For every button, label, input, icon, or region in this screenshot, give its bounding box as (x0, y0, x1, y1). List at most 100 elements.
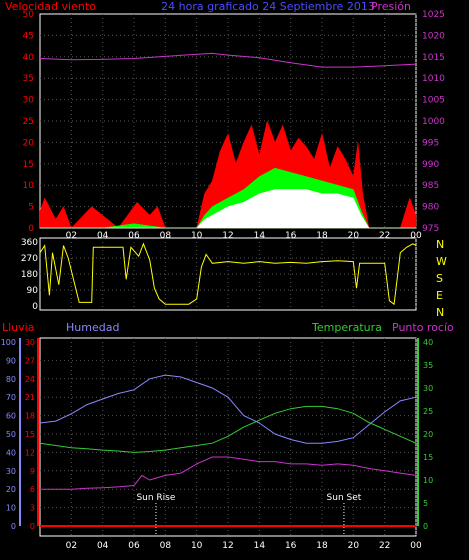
humidity-tick-label: 100 (1, 338, 16, 347)
legend-humidity: Humedad (66, 321, 119, 334)
humidity-tick-label: 20 (6, 485, 16, 494)
time-tick-label: 04 (97, 541, 109, 551)
humidity-tick-label: 80 (6, 375, 16, 384)
rain-tick-label: 21 (25, 393, 35, 402)
temperature-tick-label: 0 (423, 522, 428, 531)
time-tick-label: 02 (66, 231, 77, 241)
time-tick-label: 16 (285, 231, 297, 241)
bottom-time-ticks: 02 04 06 08 10 12 14 16 18 20 22 00 (66, 541, 422, 551)
temperature-tick-label: 5 (423, 499, 428, 508)
time-tick-label: 22 (379, 541, 390, 551)
temperature-tick-label: 35 (423, 361, 433, 370)
wind-tick-label: 30 (23, 96, 35, 106)
pressure-tick-label: 1000 (422, 117, 445, 127)
pressure-tick-label: 1005 (422, 96, 445, 106)
rain-ticks: 0 3 6 9 12 15 18 21 24 27 30 (25, 338, 35, 531)
time-tick-label: 14 (254, 231, 266, 241)
pressure-tick-label: 990 (422, 160, 439, 170)
time-tick-label: 16 (285, 541, 297, 551)
pressure-tick-label: 980 (422, 203, 439, 213)
direction-tick-label: 270 (21, 254, 38, 264)
dewpoint-line (40, 456, 417, 490)
rain-tick-label: 24 (25, 375, 35, 384)
pressure-tick-label: 995 (422, 138, 439, 148)
wind-tick-label: 45 (23, 31, 34, 41)
compass-tick-label: E (436, 289, 443, 302)
sun-marker-label: Sun Rise (136, 493, 175, 503)
compass-tick-label: S (436, 272, 443, 285)
humidity-tick-label: 0 (11, 522, 16, 531)
rain-tick-label: 27 (25, 356, 35, 365)
average-series (40, 189, 416, 229)
humidity-line (39, 374, 417, 444)
wind-axis-label: Velocidad viento (5, 0, 96, 13)
time-tick-label: 04 (97, 231, 109, 241)
pressure-ticks: 975 980 985 990 995 1000 1005 1010 1015 1020 1025 (422, 10, 445, 234)
direction-tick-label: 180 (21, 270, 38, 280)
time-tick-label: 18 (316, 231, 328, 241)
wind-tick-label: 40 (23, 53, 35, 63)
humidity-tick-label: 70 (6, 393, 16, 402)
wind-tick-label: 15 (23, 160, 34, 170)
top-time-ticks: 02 04 06 08 10 12 14 16 18 20 22 00 (66, 231, 422, 241)
pressure-tick-label: 975 (422, 224, 439, 234)
rain-tick-label: 3 (30, 504, 35, 513)
compass-tick-label: N (436, 306, 444, 319)
time-tick-label: 12 (222, 231, 233, 241)
time-tick-label: 14 (254, 541, 266, 551)
temperature-tick-label: 15 (423, 453, 433, 462)
time-tick-label: 00 (410, 541, 422, 551)
sun-marker-label: Sun Set (327, 493, 362, 503)
time-tick-label: 22 (379, 231, 390, 241)
compass-tick-label: N (436, 238, 444, 251)
humidity-tick-label: 30 (6, 467, 16, 476)
temperature-tick-label: 20 (423, 430, 433, 439)
time-tick-label: 20 (348, 231, 360, 241)
time-tick-label: 00 (410, 231, 422, 241)
humidity-tick-label: 90 (6, 356, 16, 365)
time-tick-label: 12 (222, 541, 233, 551)
direction-series (39, 242, 417, 306)
rain-tick-label: 18 (25, 412, 35, 421)
rain-tick-label: 30 (25, 338, 35, 347)
time-tick-label: 06 (128, 541, 140, 551)
time-tick-label: 02 (66, 541, 77, 551)
wind-pressure-series (39, 52, 417, 229)
wind-speed-ticks: 0 5 10 15 20 25 30 35 40 45 50 (23, 10, 35, 234)
temperature-line (39, 405, 417, 453)
wind-tick-label: 0 (28, 224, 34, 234)
humidity-tick-label: 40 (6, 448, 16, 457)
wind-tick-label: 20 (23, 138, 35, 148)
legend-rain: Lluvia (2, 321, 34, 334)
pressure-tick-label: 1020 (422, 31, 445, 41)
rain-tick-label: 6 (30, 485, 35, 494)
temperature-ticks: 0 5 10 15 20 25 30 35 40 (423, 338, 433, 531)
direction-degree-ticks: 0 90 180 270 360 (21, 238, 38, 312)
time-tick-label: 18 (316, 541, 328, 551)
pressure-tick-label: 1025 (422, 10, 445, 20)
wind-tick-label: 5 (28, 203, 34, 213)
wind-tick-label: 10 (23, 181, 35, 191)
temperature-tick-label: 10 (423, 476, 433, 485)
direction-tick-label: 0 (32, 302, 38, 312)
direction-tick-label: 90 (27, 286, 39, 296)
time-tick-label: 06 (128, 231, 140, 241)
humidity-tick-label: 10 (6, 504, 16, 513)
rain-tick-label: 0 (30, 522, 35, 531)
compass-tick-label: W (436, 255, 447, 268)
rain-tick-label: 12 (25, 448, 35, 457)
temperature-tick-label: 30 (423, 384, 433, 393)
wind-tick-label: 35 (23, 74, 34, 84)
pressure-tick-label: 1010 (422, 74, 445, 84)
time-tick-label: 20 (348, 541, 360, 551)
temperature-tick-label: 40 (423, 338, 433, 347)
time-tick-label: 10 (191, 541, 203, 551)
temperature-tick-label: 25 (423, 407, 433, 416)
sun-annotations: Sun Rise Sun Set (136, 493, 362, 536)
pressure-tick-label: 985 (422, 181, 439, 191)
rain-tick-label: 15 (25, 430, 35, 439)
direction-tick-label: 360 (21, 238, 38, 248)
time-tick-label: 08 (160, 231, 172, 241)
